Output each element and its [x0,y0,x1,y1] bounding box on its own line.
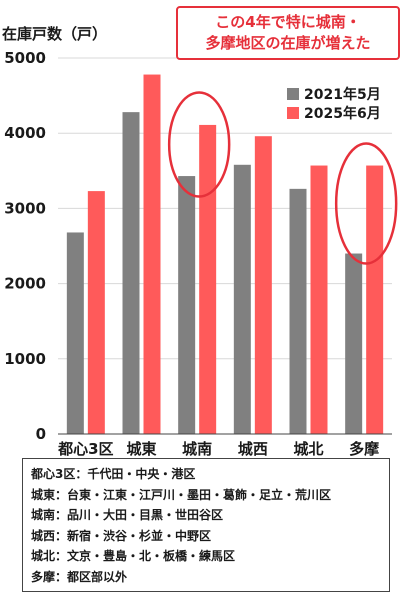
y-tick-label: 0 [36,425,46,443]
x-axis: 都心3区 城東 城南 城西 城北 多摩 [57,440,380,458]
y-axis-label: 在庫戸数（戸） [2,25,107,43]
x-tick-label: 城南 [182,440,212,458]
highlight-ellipse [334,142,398,265]
callout-line-2: 多摩地区の在庫が増えた [205,34,371,52]
x-tick-label: 城東 [126,440,156,458]
bar-series1 [233,164,251,434]
legend-label: 2025年6月 [304,105,381,122]
bar-series1 [66,232,84,434]
bars [66,74,384,435]
x-tick-label: 多摩 [349,440,380,458]
legend: 2021年5月 2025年6月 [287,86,381,122]
note-line: 多摩：都区部以外 [31,569,128,584]
bar-series2 [310,165,328,434]
note-line: 城北：文京・豊島・北・板橋・練馬区 [31,549,236,564]
highlight-ellipse [167,91,231,198]
legend-label: 2021年5月 [304,86,381,103]
note-line: 城西：新宿・渋谷・杉並・中野区 [31,528,212,543]
bar-series2 [366,165,384,434]
x-tick-label: 城北 [293,440,323,458]
bar-series1 [122,112,140,435]
highlight-ellipses [167,91,398,265]
y-tick-label: 2000 [4,275,46,293]
callout-annotation: この4年で特に城南・ 多摩地区の在庫が増えた [176,6,400,60]
callout-line-1: この4年で特に城南・ [215,13,361,31]
note-line: 城東：台東・江東・江戸川・墨田・葛飾・足立・荒川区 [31,487,332,502]
x-tick-label: 都心3区 [57,440,113,458]
bar-series2 [87,191,105,434]
x-tick-label: 城西 [238,440,268,458]
area-definition-notes: 都心3区：千代田・中央・港区 城東：台東・江東・江戸川・墨田・葛飾・足立・荒川区… [22,458,390,592]
note-line: 城南：品川・大田・目黒・世田谷区 [31,508,224,523]
y-tick-label: 4000 [4,124,46,142]
legend-swatch [287,88,299,100]
bar-series1 [178,176,196,434]
note-line: 都心3区：千代田・中央・港区 [31,467,196,481]
bar-series2 [199,124,217,434]
bar-series2 [143,74,161,434]
bar-series1 [289,188,307,434]
legend-swatch [287,107,299,119]
y-tick-label: 1000 [4,350,46,368]
y-tick-label: 3000 [4,199,46,217]
y-axis: 0 1000 2000 3000 4000 5000 [4,49,392,443]
bar-series1 [345,253,363,434]
bar-series2 [254,136,272,434]
y-tick-label: 5000 [4,49,46,67]
gridlines [58,57,392,360]
